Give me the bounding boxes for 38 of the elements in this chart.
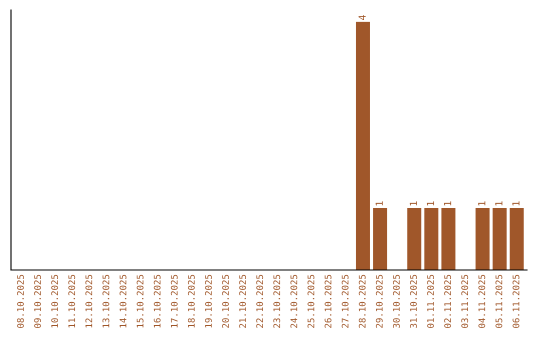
x-tick-label: 25.10.2025 (308, 274, 314, 328)
x-tick-label: 09.10.2025 (34, 274, 41, 328)
data-label: 1 (495, 201, 502, 206)
data-label: 1 (410, 201, 417, 206)
x-tick-label: 01.11.2025 (427, 274, 434, 328)
data-label: 1 (426, 201, 434, 206)
data-label: 1 (512, 201, 520, 206)
x-tick-label: 19.10.2025 (205, 274, 212, 328)
data-label: 1 (444, 201, 452, 206)
x-tick-label: 04.11.2025 (478, 274, 486, 328)
x-tick-label: 20.10.2025 (222, 274, 229, 328)
x-tick-label: 18.10.2025 (188, 274, 195, 328)
x-tick-label: 05.11.2025 (495, 274, 502, 328)
data-label: 4 (358, 15, 366, 20)
x-tick-label: 29.10.2025 (376, 274, 383, 328)
x-tick-label: 27.10.2025 (342, 274, 349, 328)
x-tick-label: 31.10.2025 (410, 274, 417, 328)
data-label: 1 (376, 201, 383, 206)
x-tick-label: 12.10.2025 (85, 274, 92, 328)
x-tick-label: 15.10.2025 (136, 274, 144, 328)
data-label: 1 (478, 201, 486, 206)
x-tick-label: 11.10.2025 (68, 274, 76, 328)
x-tick-label: 08.10.2025 (17, 274, 24, 328)
x-tick-label: 21.10.2025 (239, 274, 246, 328)
x-tick-label: 28.10.2025 (358, 274, 366, 328)
x-tick-label: 10.10.2025 (51, 274, 58, 328)
x-tick-label: 23.10.2025 (273, 274, 280, 328)
x-tick-label: 13.10.2025 (102, 274, 110, 328)
x-tick-label: 06.11.2025 (512, 274, 520, 328)
x-tick-label: 16.10.2025 (154, 274, 161, 328)
x-tick-label: 14.10.2025 (120, 274, 126, 328)
x-tick-label: 22.10.2025 (256, 274, 264, 328)
x-tick-label: 02.11.2025 (444, 274, 452, 328)
x-tick-label: 03.11.2025 (461, 274, 468, 328)
x-tick-label: 30.10.2025 (392, 274, 400, 328)
x-tick-label: 17.10.2025 (170, 274, 178, 328)
x-tick-label: 24.10.2025 (290, 274, 298, 328)
x-tick-label: 26.10.2025 (324, 274, 332, 328)
